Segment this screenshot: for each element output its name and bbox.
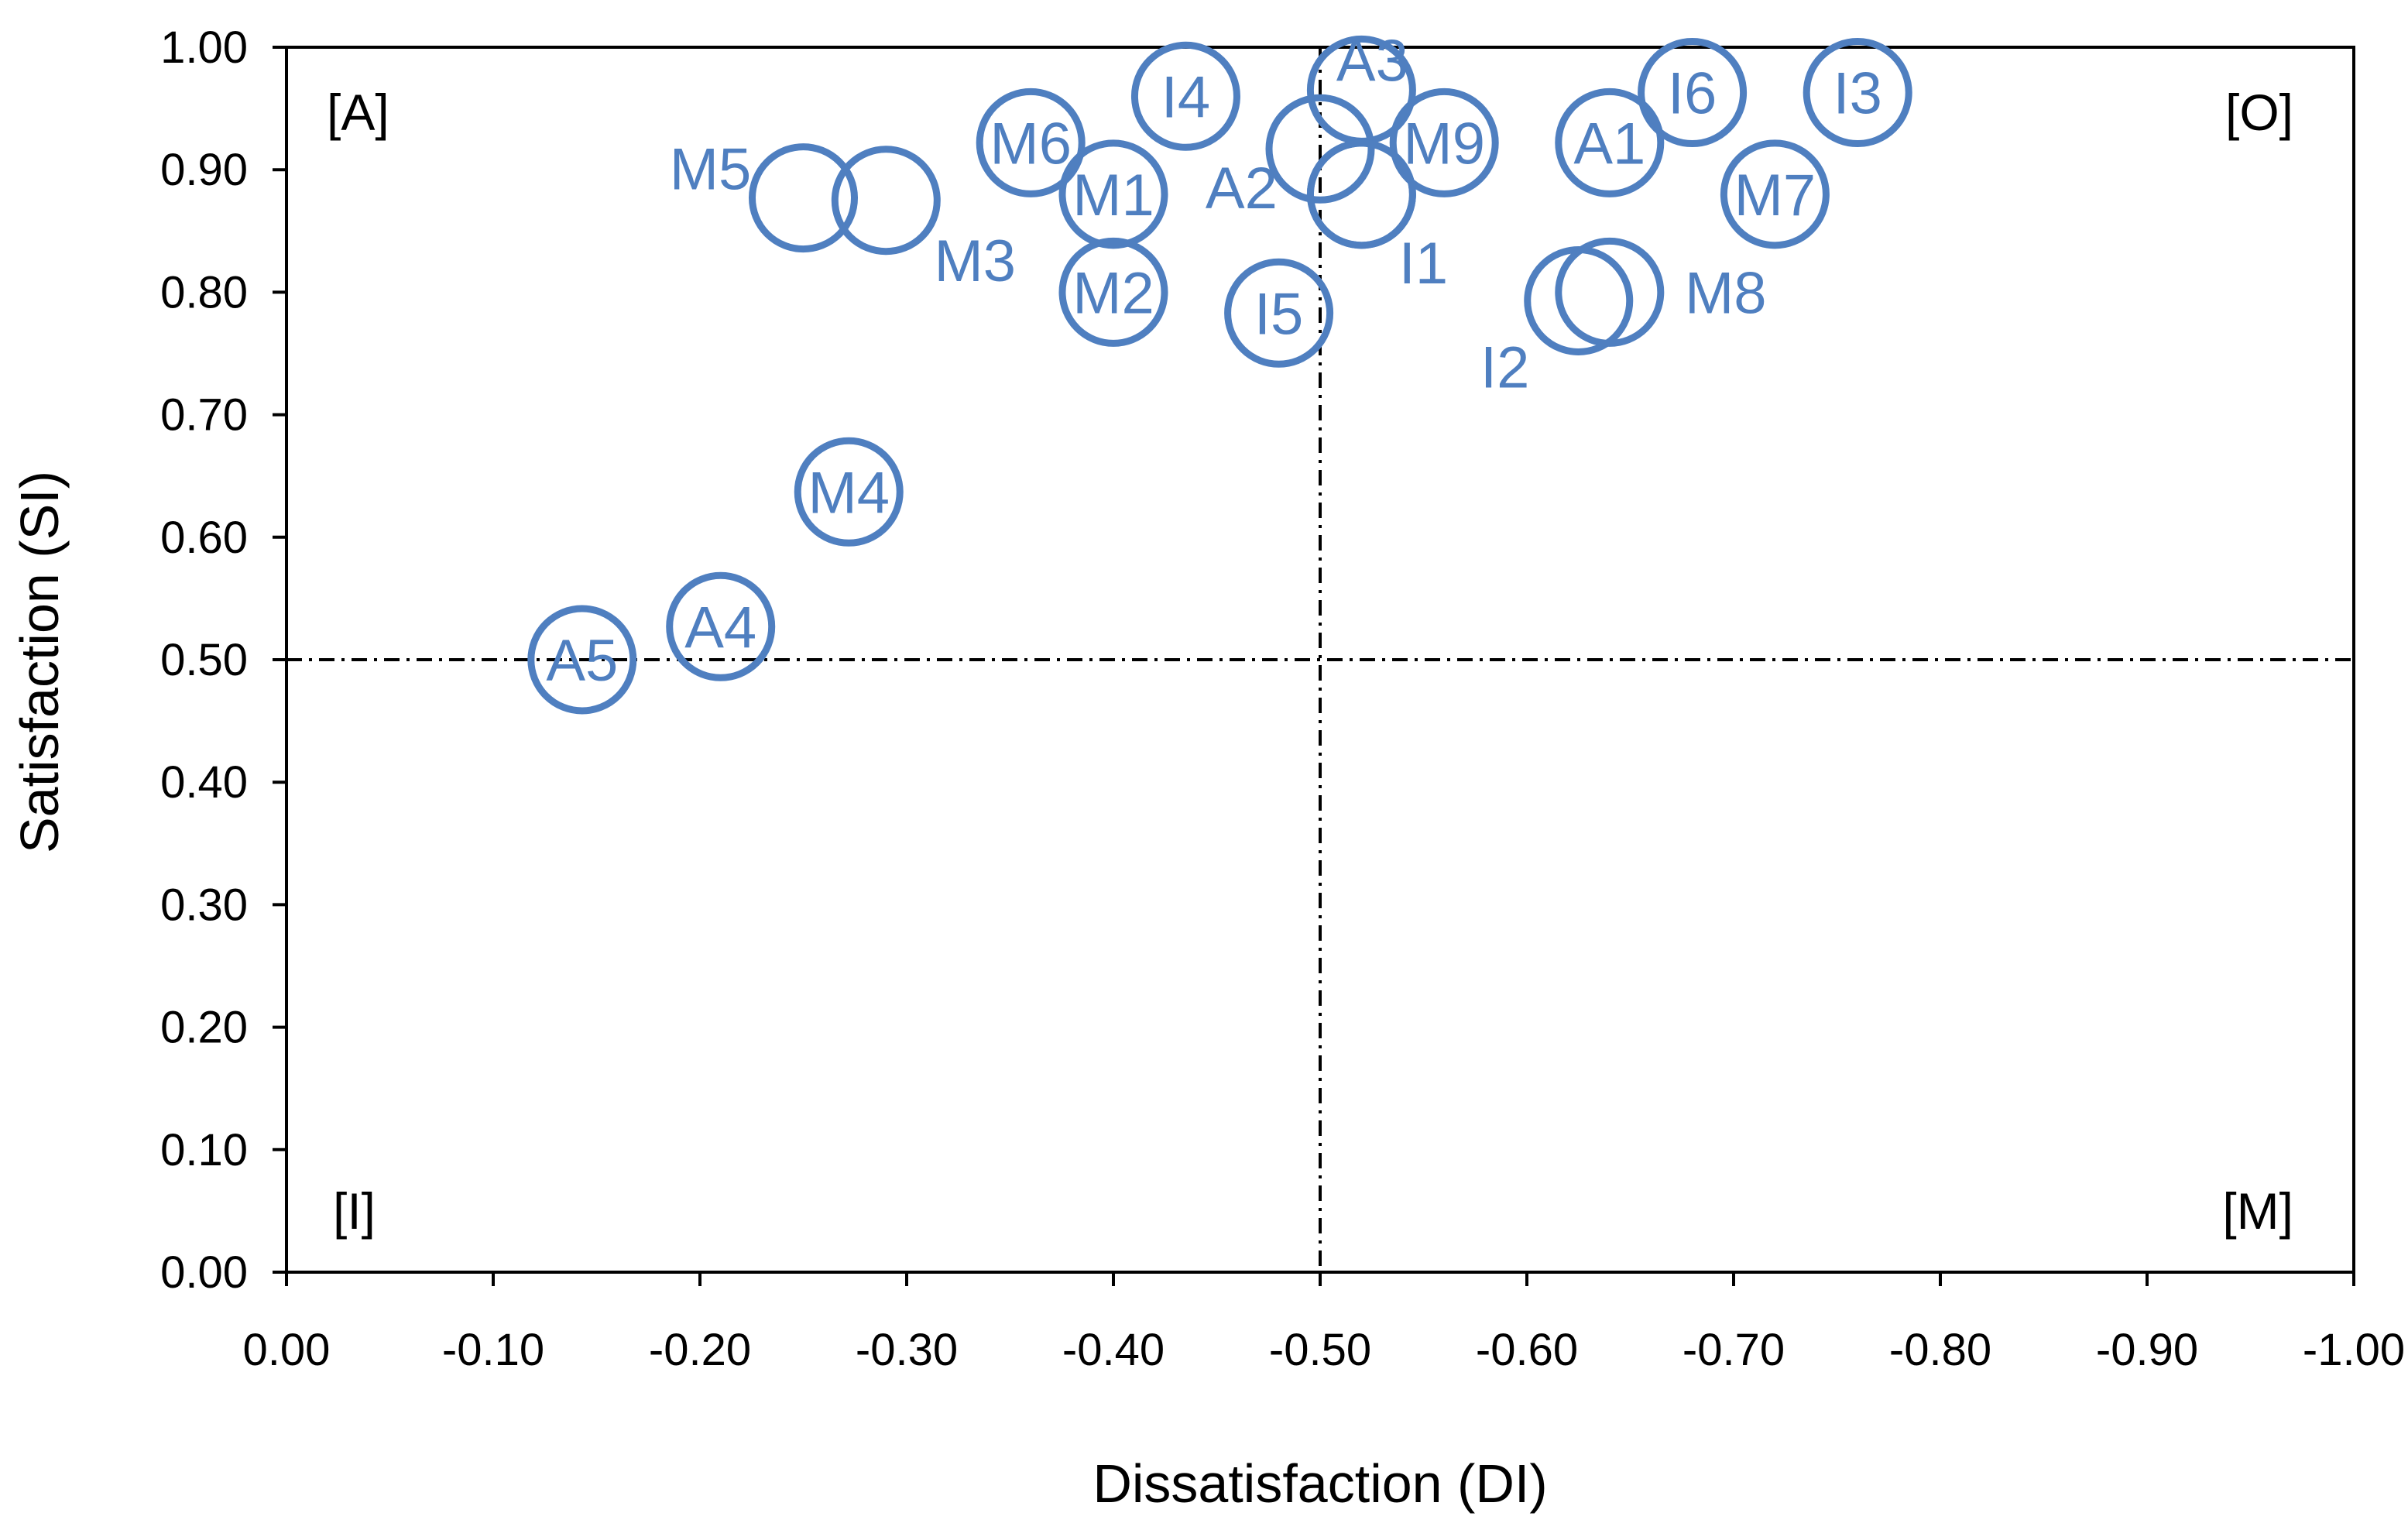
x-tick-label: -0.60 bbox=[1476, 1325, 1578, 1375]
data-point-label: A2 bbox=[1206, 156, 1278, 221]
reference-lines bbox=[286, 47, 2354, 1272]
data-point-label: I5 bbox=[1254, 281, 1303, 347]
quadrant-label: [A] bbox=[327, 84, 389, 141]
data-point-label: M8 bbox=[1685, 260, 1767, 326]
data-point-label: M3 bbox=[935, 228, 1017, 294]
y-tick-label: 0.70 bbox=[160, 390, 248, 441]
data-point-label: M5 bbox=[670, 137, 752, 203]
data-point-label: A4 bbox=[684, 595, 756, 660]
data-point-label: M4 bbox=[808, 460, 890, 526]
data-point-label: M9 bbox=[1403, 111, 1485, 177]
x-tick-label: -0.80 bbox=[1889, 1325, 1991, 1375]
y-axis-title: Satisfaction (SI) bbox=[9, 471, 70, 853]
x-tick-label: -0.40 bbox=[1062, 1325, 1165, 1375]
y-tick-label: 0.90 bbox=[160, 145, 248, 195]
data-point-label: I4 bbox=[1161, 64, 1210, 130]
data-point-label: A5 bbox=[546, 628, 618, 694]
x-tick-label: -1.00 bbox=[2303, 1325, 2405, 1375]
data-point-marker bbox=[1306, 139, 1416, 249]
data-point-label: M1 bbox=[1072, 163, 1154, 228]
data-points bbox=[527, 35, 1912, 715]
point-labels: I4 A3 I6 I3 M6 M9 A1 M5 M3 M1 A2 M7 M2 I5 I1 I2 M8 M4 A4 A5 bbox=[546, 28, 1882, 694]
x-tick-label: 0.00 bbox=[243, 1325, 331, 1375]
y-tick-label: 0.10 bbox=[160, 1125, 248, 1175]
data-point-label: I6 bbox=[1668, 61, 1717, 127]
data-point-marker bbox=[1803, 38, 1912, 148]
data-point-marker bbox=[976, 87, 1086, 197]
data-point-marker bbox=[831, 146, 941, 256]
data-point-marker bbox=[1058, 237, 1168, 347]
x-tick-label: -0.90 bbox=[2096, 1325, 2198, 1375]
quadrant-label: [M] bbox=[2222, 1182, 2293, 1240]
x-axis-title: Dissatisfaction (DI) bbox=[1093, 1453, 1547, 1514]
data-point-marker bbox=[1265, 94, 1375, 204]
x-tick-label: -0.20 bbox=[649, 1325, 751, 1375]
x-tick-label: -0.70 bbox=[1683, 1325, 1785, 1375]
data-point-marker bbox=[1555, 237, 1665, 347]
data-point-label: M7 bbox=[1734, 163, 1816, 228]
data-point-marker bbox=[1720, 139, 1830, 249]
y-tick-label: 0.20 bbox=[160, 1003, 248, 1053]
data-point-label: A1 bbox=[1573, 111, 1645, 177]
data-point-label: A3 bbox=[1336, 28, 1408, 94]
axes: 0.00 -0.10 -0.20 -0.30 -0.40 -0.50 -0.60 -0.70 -… bbox=[160, 22, 2405, 1375]
data-point-label: I2 bbox=[1480, 334, 1529, 400]
data-point-marker bbox=[1058, 139, 1168, 249]
y-tick-label: 0.40 bbox=[160, 757, 248, 808]
data-point-label: M2 bbox=[1072, 260, 1154, 326]
data-point-marker bbox=[666, 571, 776, 681]
y-tick-label: 0.50 bbox=[160, 635, 248, 685]
y-tick-label: 0.30 bbox=[160, 880, 248, 930]
x-tick-label: -0.10 bbox=[442, 1325, 544, 1375]
data-point-marker bbox=[1638, 38, 1748, 148]
y-tick-label: 0.00 bbox=[160, 1247, 248, 1298]
data-point-label: I1 bbox=[1399, 231, 1448, 297]
data-point-label: M6 bbox=[990, 111, 1072, 177]
data-point-marker bbox=[1130, 41, 1240, 151]
y-tick-label: 1.00 bbox=[160, 22, 248, 73]
data-point-marker bbox=[1555, 87, 1665, 197]
quadrant-label: [I] bbox=[333, 1182, 376, 1240]
data-point-marker bbox=[794, 437, 904, 547]
data-point-label: I3 bbox=[1833, 61, 1882, 127]
y-tick-label: 0.60 bbox=[160, 513, 248, 563]
quadrant-label: [O] bbox=[2225, 84, 2293, 141]
quadrant-labels: [A] [O] [I] [M] bbox=[327, 84, 2293, 1240]
data-point-marker bbox=[527, 605, 637, 715]
data-point-marker bbox=[1389, 87, 1499, 197]
y-tick-label: 0.80 bbox=[160, 267, 248, 317]
data-point-marker bbox=[1224, 258, 1334, 368]
data-point-marker bbox=[749, 143, 858, 253]
x-tick-label: -0.50 bbox=[1269, 1325, 1371, 1375]
x-tick-label: -0.30 bbox=[856, 1325, 958, 1375]
